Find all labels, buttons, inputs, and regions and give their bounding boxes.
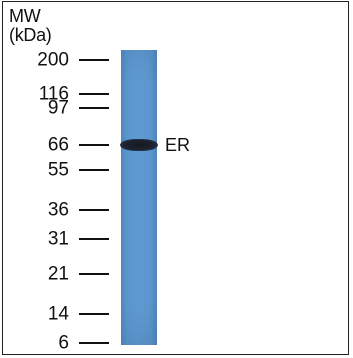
marker-tick-97	[79, 107, 109, 109]
marker-tick-116	[79, 93, 109, 95]
marker-tick-21	[79, 273, 109, 275]
band-label: ER	[165, 135, 191, 155]
marker-label-97: 97	[47, 97, 69, 119]
marker-tick-36	[79, 209, 109, 211]
marker-label-66: 66	[47, 134, 69, 156]
marker-tick-66	[79, 144, 109, 146]
marker-label-14: 14	[47, 303, 69, 325]
marker-tick-200	[79, 59, 109, 61]
marker-label-6: 6	[58, 332, 69, 354]
mw-header: MW	[9, 6, 41, 26]
marker-label-31: 31	[47, 228, 69, 250]
marker-label-55: 55	[47, 159, 69, 181]
protein-band	[120, 139, 158, 151]
marker-tick-31	[79, 238, 109, 240]
marker-label-200: 200	[37, 49, 69, 71]
marker-label-116: 116	[38, 83, 69, 105]
marker-tick-55	[79, 169, 109, 171]
lane-shading	[121, 50, 157, 345]
kda-header: (kDa)	[9, 25, 52, 45]
blot-frame: MW (kDa) 200 116 97 66 55 36 31 21 14 6 ER	[2, 1, 349, 355]
marker-tick-6	[79, 342, 109, 344]
marker-tick-14	[79, 313, 109, 315]
marker-label-36: 36	[47, 199, 69, 221]
sample-lane	[120, 50, 158, 345]
marker-label-21: 21	[47, 263, 69, 285]
